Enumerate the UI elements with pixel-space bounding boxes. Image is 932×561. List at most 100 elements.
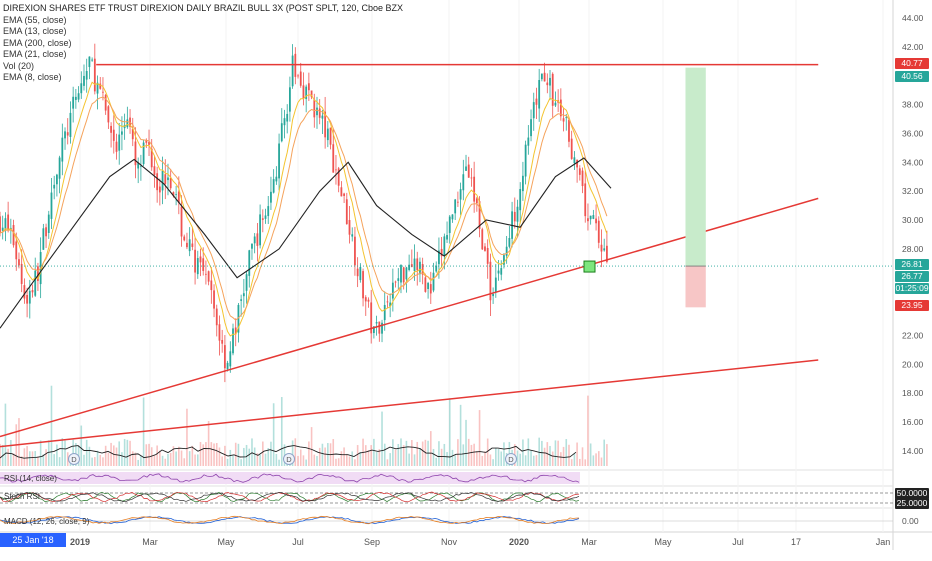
price-tick-label: 18.00 bbox=[902, 388, 924, 398]
candle-body bbox=[535, 98, 538, 105]
candle-body bbox=[337, 168, 340, 186]
volume-bar bbox=[470, 444, 473, 466]
volume-bar bbox=[131, 451, 134, 466]
candle-body bbox=[256, 233, 259, 246]
price-tick-label: 30.00 bbox=[902, 215, 924, 225]
time-tick-label: Mar bbox=[142, 537, 158, 547]
volume-bar bbox=[156, 445, 158, 466]
candle-body bbox=[551, 73, 554, 106]
candle-body bbox=[370, 302, 373, 334]
volume-bar bbox=[462, 444, 465, 466]
volume-bar bbox=[473, 443, 475, 466]
candle-body bbox=[405, 267, 408, 280]
candle-body bbox=[145, 140, 148, 143]
volume-bar bbox=[443, 443, 446, 466]
volume-bar bbox=[432, 448, 435, 466]
volume-bar bbox=[354, 459, 356, 466]
volume-bar bbox=[576, 442, 578, 466]
candle-body bbox=[91, 59, 94, 61]
candle-body bbox=[131, 128, 134, 140]
volume-bar bbox=[570, 459, 573, 466]
candle-body bbox=[321, 115, 324, 119]
candle-body bbox=[448, 216, 451, 233]
volume-bar bbox=[367, 450, 370, 466]
indicator-ema200[interactable]: EMA (200, close) bbox=[3, 37, 72, 48]
candle-body bbox=[389, 302, 392, 307]
candle-body bbox=[475, 198, 478, 204]
dividend-letter: D bbox=[71, 455, 77, 464]
volume-bar bbox=[226, 458, 229, 466]
volume-bar bbox=[408, 453, 410, 466]
candle-body bbox=[297, 75, 299, 77]
candle-body bbox=[559, 99, 562, 117]
volume-bar bbox=[213, 443, 215, 466]
volume-bar bbox=[565, 439, 568, 466]
volume-bar bbox=[446, 452, 448, 466]
candle-body bbox=[61, 137, 64, 162]
candle-body bbox=[500, 268, 503, 275]
candle-body bbox=[343, 193, 345, 196]
candle-body bbox=[359, 267, 362, 281]
candle-body bbox=[242, 293, 245, 297]
candle-body bbox=[351, 234, 354, 237]
price-tick-label: 34.00 bbox=[902, 157, 924, 167]
macd-label: MACD (12, 26, close, 9) bbox=[4, 517, 90, 526]
candle-body bbox=[42, 228, 45, 250]
volume-bar bbox=[58, 457, 61, 466]
volume-bar bbox=[484, 451, 486, 466]
volume-bar bbox=[23, 448, 26, 466]
candle-body bbox=[302, 85, 305, 99]
candle-body bbox=[23, 285, 26, 299]
candle-body bbox=[470, 177, 473, 179]
volume-bar bbox=[351, 451, 354, 466]
indicator-ema8[interactable]: EMA (8, close) bbox=[3, 72, 62, 82]
candle-body bbox=[270, 191, 272, 203]
price-tick-label: 28.00 bbox=[902, 244, 924, 254]
volume-bar bbox=[402, 445, 405, 466]
volume-bar bbox=[99, 454, 102, 466]
candle-body bbox=[465, 166, 467, 171]
candle-body bbox=[37, 266, 39, 281]
volume-bar bbox=[332, 439, 335, 466]
candle-body bbox=[305, 86, 308, 100]
candle-body bbox=[215, 308, 218, 326]
candle-body bbox=[45, 227, 47, 237]
candle-body bbox=[432, 272, 435, 291]
volume-bar bbox=[50, 385, 53, 466]
indicator-ema55[interactable]: EMA (55, close) bbox=[3, 14, 67, 25]
volume-bar bbox=[280, 397, 283, 466]
volume-bar bbox=[592, 455, 595, 466]
candle-body bbox=[386, 301, 389, 303]
candle-body bbox=[69, 112, 72, 137]
candle-body bbox=[72, 96, 75, 109]
candle-body bbox=[378, 321, 381, 334]
volume-bar bbox=[64, 440, 66, 466]
volume-bar bbox=[527, 438, 530, 466]
volume-bar bbox=[72, 439, 74, 466]
volume-bar bbox=[202, 444, 205, 466]
candle-body bbox=[161, 170, 164, 191]
indicator-vol[interactable]: Vol (20) bbox=[3, 60, 35, 71]
volume-bar bbox=[337, 458, 340, 466]
stoch-level-50-tag: 50.0000 bbox=[895, 488, 929, 499]
candle-body bbox=[169, 177, 172, 189]
volume-bar bbox=[305, 459, 307, 466]
indicator-ema21[interactable]: EMA (21, close) bbox=[3, 49, 67, 59]
indicator-ema13[interactable]: EMA (13, close) bbox=[3, 26, 67, 36]
volume-bar bbox=[39, 440, 42, 466]
candle-body bbox=[299, 71, 302, 86]
volume-bar bbox=[476, 451, 478, 466]
volume-bar bbox=[262, 441, 264, 466]
volume-bar bbox=[543, 447, 546, 466]
volume-bar bbox=[405, 440, 408, 466]
dividend-marker: D bbox=[68, 453, 80, 465]
volume-bar bbox=[297, 455, 299, 466]
volume-bar bbox=[107, 452, 110, 466]
volume-bar bbox=[389, 453, 391, 466]
volume-bar bbox=[503, 442, 505, 466]
macd-zero-label: 0.00 bbox=[902, 516, 919, 526]
volume-bar bbox=[486, 438, 489, 466]
candle-body bbox=[253, 236, 256, 244]
candle-body bbox=[7, 214, 10, 231]
